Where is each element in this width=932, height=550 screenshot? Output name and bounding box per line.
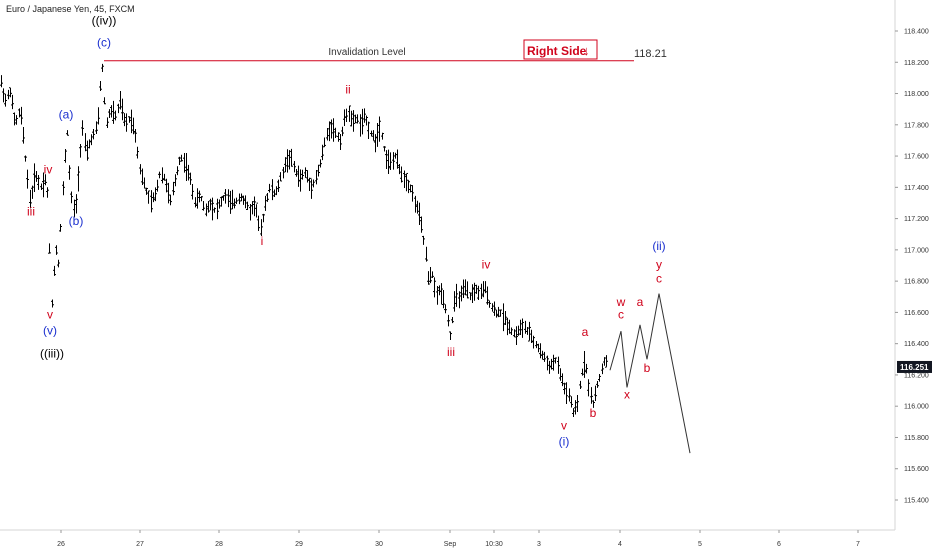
y-tick-label: 118.200 xyxy=(904,60,929,67)
y-tick-label: 116.600 xyxy=(904,310,929,317)
y-tick-label: 116.400 xyxy=(904,341,929,348)
y-tick-label: 117.200 xyxy=(904,216,929,223)
wave-label: iii xyxy=(447,345,455,359)
wave-label: a xyxy=(582,325,589,339)
wave-label: ii xyxy=(345,83,350,97)
wave-label: (v) xyxy=(43,323,57,337)
wave-label: iv xyxy=(482,258,491,272)
invalidation-value: 118.21 xyxy=(634,48,667,60)
x-tick-label: 3 xyxy=(537,541,541,548)
wave-label: b xyxy=(644,361,651,375)
wave-label: x xyxy=(624,387,630,401)
down-arrow-icon: ↓ xyxy=(583,43,590,58)
x-tick-label: 4 xyxy=(618,541,622,548)
y-tick-label: 116.200 xyxy=(904,372,929,379)
y-tick-label: 117.600 xyxy=(904,154,929,161)
y-tick-label: 116.800 xyxy=(904,279,929,286)
y-tick-label: 118.400 xyxy=(904,29,929,36)
right-side-badge xyxy=(523,39,598,60)
x-tick-label: 29 xyxy=(295,541,303,548)
y-tick-label: 117.800 xyxy=(904,122,929,129)
y-tick-label: 117.000 xyxy=(904,247,929,254)
invalidation-label: Invalidation Level xyxy=(328,47,405,58)
wave-label: w xyxy=(616,295,626,309)
y-tick-label: 117.400 xyxy=(904,185,929,192)
wave-label: v xyxy=(47,308,53,322)
x-tick-label: 10:30 xyxy=(485,541,503,548)
y-tick-label: 115.400 xyxy=(904,498,929,505)
wave-label: c xyxy=(618,308,624,322)
wave-label: (a) xyxy=(59,108,74,122)
y-tick-label: 115.800 xyxy=(904,435,929,442)
wave-label: a xyxy=(637,295,644,309)
wave-label: ((iv)) xyxy=(92,14,117,28)
right-side-label: Right Side xyxy=(527,44,587,58)
wave-label: iv xyxy=(44,162,53,176)
x-tick-label: 28 xyxy=(215,541,223,548)
x-tick-label: 30 xyxy=(375,541,383,548)
wave-label: iii xyxy=(27,204,35,218)
wave-label: b xyxy=(590,406,597,420)
wave-label: (ii) xyxy=(652,239,665,253)
y-tick-label: 118.000 xyxy=(904,91,929,98)
wave-label: c xyxy=(656,272,662,286)
y-tick-label: 116.000 xyxy=(904,404,929,411)
wave-label: (b) xyxy=(69,214,84,228)
symbol-title: Euro / Japanese Yen, 45, FXCM xyxy=(6,4,135,14)
wave-label: y xyxy=(656,258,662,272)
wave-label: i xyxy=(261,234,264,248)
wave-label: ((iii)) xyxy=(40,347,64,361)
x-tick-label: 7 xyxy=(856,541,860,548)
projection-path xyxy=(609,293,691,454)
x-tick-label: Sep xyxy=(444,541,457,548)
y-tick-label: 115.600 xyxy=(904,466,929,473)
x-tick-label: 6 xyxy=(777,541,781,548)
last-price-label: 116.251 xyxy=(900,363,929,372)
x-tick-label: 26 xyxy=(57,541,65,548)
wave-label: (i) xyxy=(559,434,570,448)
x-tick-label: 27 xyxy=(136,541,144,548)
wave-label: v xyxy=(561,419,567,433)
wave-label: (c) xyxy=(97,36,111,50)
last-price-badge xyxy=(897,360,932,373)
x-tick-label: 5 xyxy=(698,541,702,548)
